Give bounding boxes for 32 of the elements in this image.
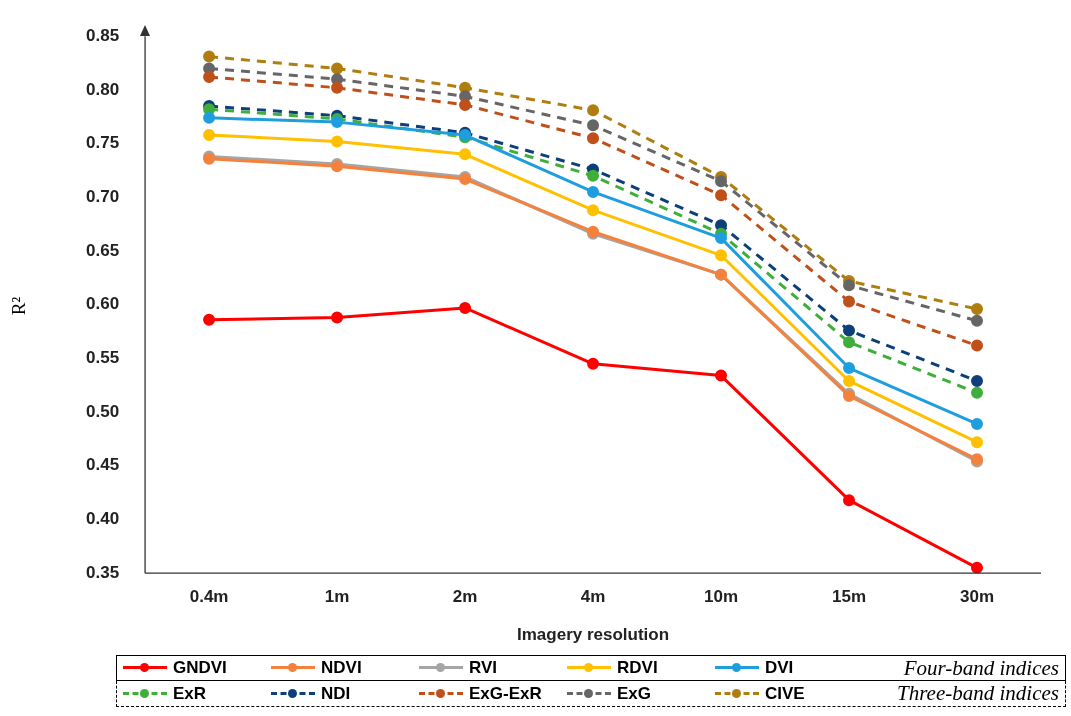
y-tick-label: 0.65: [85, 240, 120, 260]
y-tick-label: 0.45: [85, 455, 120, 475]
legend-label: GNDVI: [173, 658, 227, 678]
legend-label: DVI: [765, 658, 794, 678]
text: Four-band indices: [903, 655, 1059, 681]
y-tick-label: 0.40: [85, 509, 120, 529]
x-axis-title: Imagery resolution: [516, 625, 670, 645]
x-tick-label: 10m: [704, 587, 739, 607]
legend-label: NDI: [321, 683, 351, 704]
y-tick-label: 0.35: [85, 562, 120, 582]
legend-label: ExG-ExR: [469, 683, 542, 704]
legend-label: ExR: [173, 683, 207, 704]
y-tick-label: 0.85: [85, 25, 120, 45]
legend-label: CIVE: [765, 683, 805, 704]
y-tick-label: 0.80: [85, 79, 120, 99]
legend-label: RDVI: [617, 658, 658, 678]
y-tick-label: 0.75: [85, 133, 120, 153]
x-tick-label: 15m: [832, 587, 867, 607]
y-tick-label: 0.55: [85, 348, 120, 368]
y-tick-label: 0.70: [85, 186, 120, 206]
text: Three-band indices: [897, 681, 1059, 706]
y-axis-title: R²: [8, 296, 31, 316]
legend-label: RVI: [469, 658, 498, 678]
x-tick-label: 0.4m: [189, 587, 229, 607]
legend-label: NDVI: [321, 658, 362, 678]
legend-label: ExG: [617, 683, 652, 704]
y-tick-label: 0.60: [85, 294, 120, 314]
x-tick-label: 2m: [452, 587, 478, 607]
x-tick-label: 4m: [580, 587, 606, 607]
x-tick-label: 1m: [324, 587, 350, 607]
y-tick-label: 0.50: [85, 401, 120, 421]
x-tick-label: 30m: [959, 587, 995, 607]
